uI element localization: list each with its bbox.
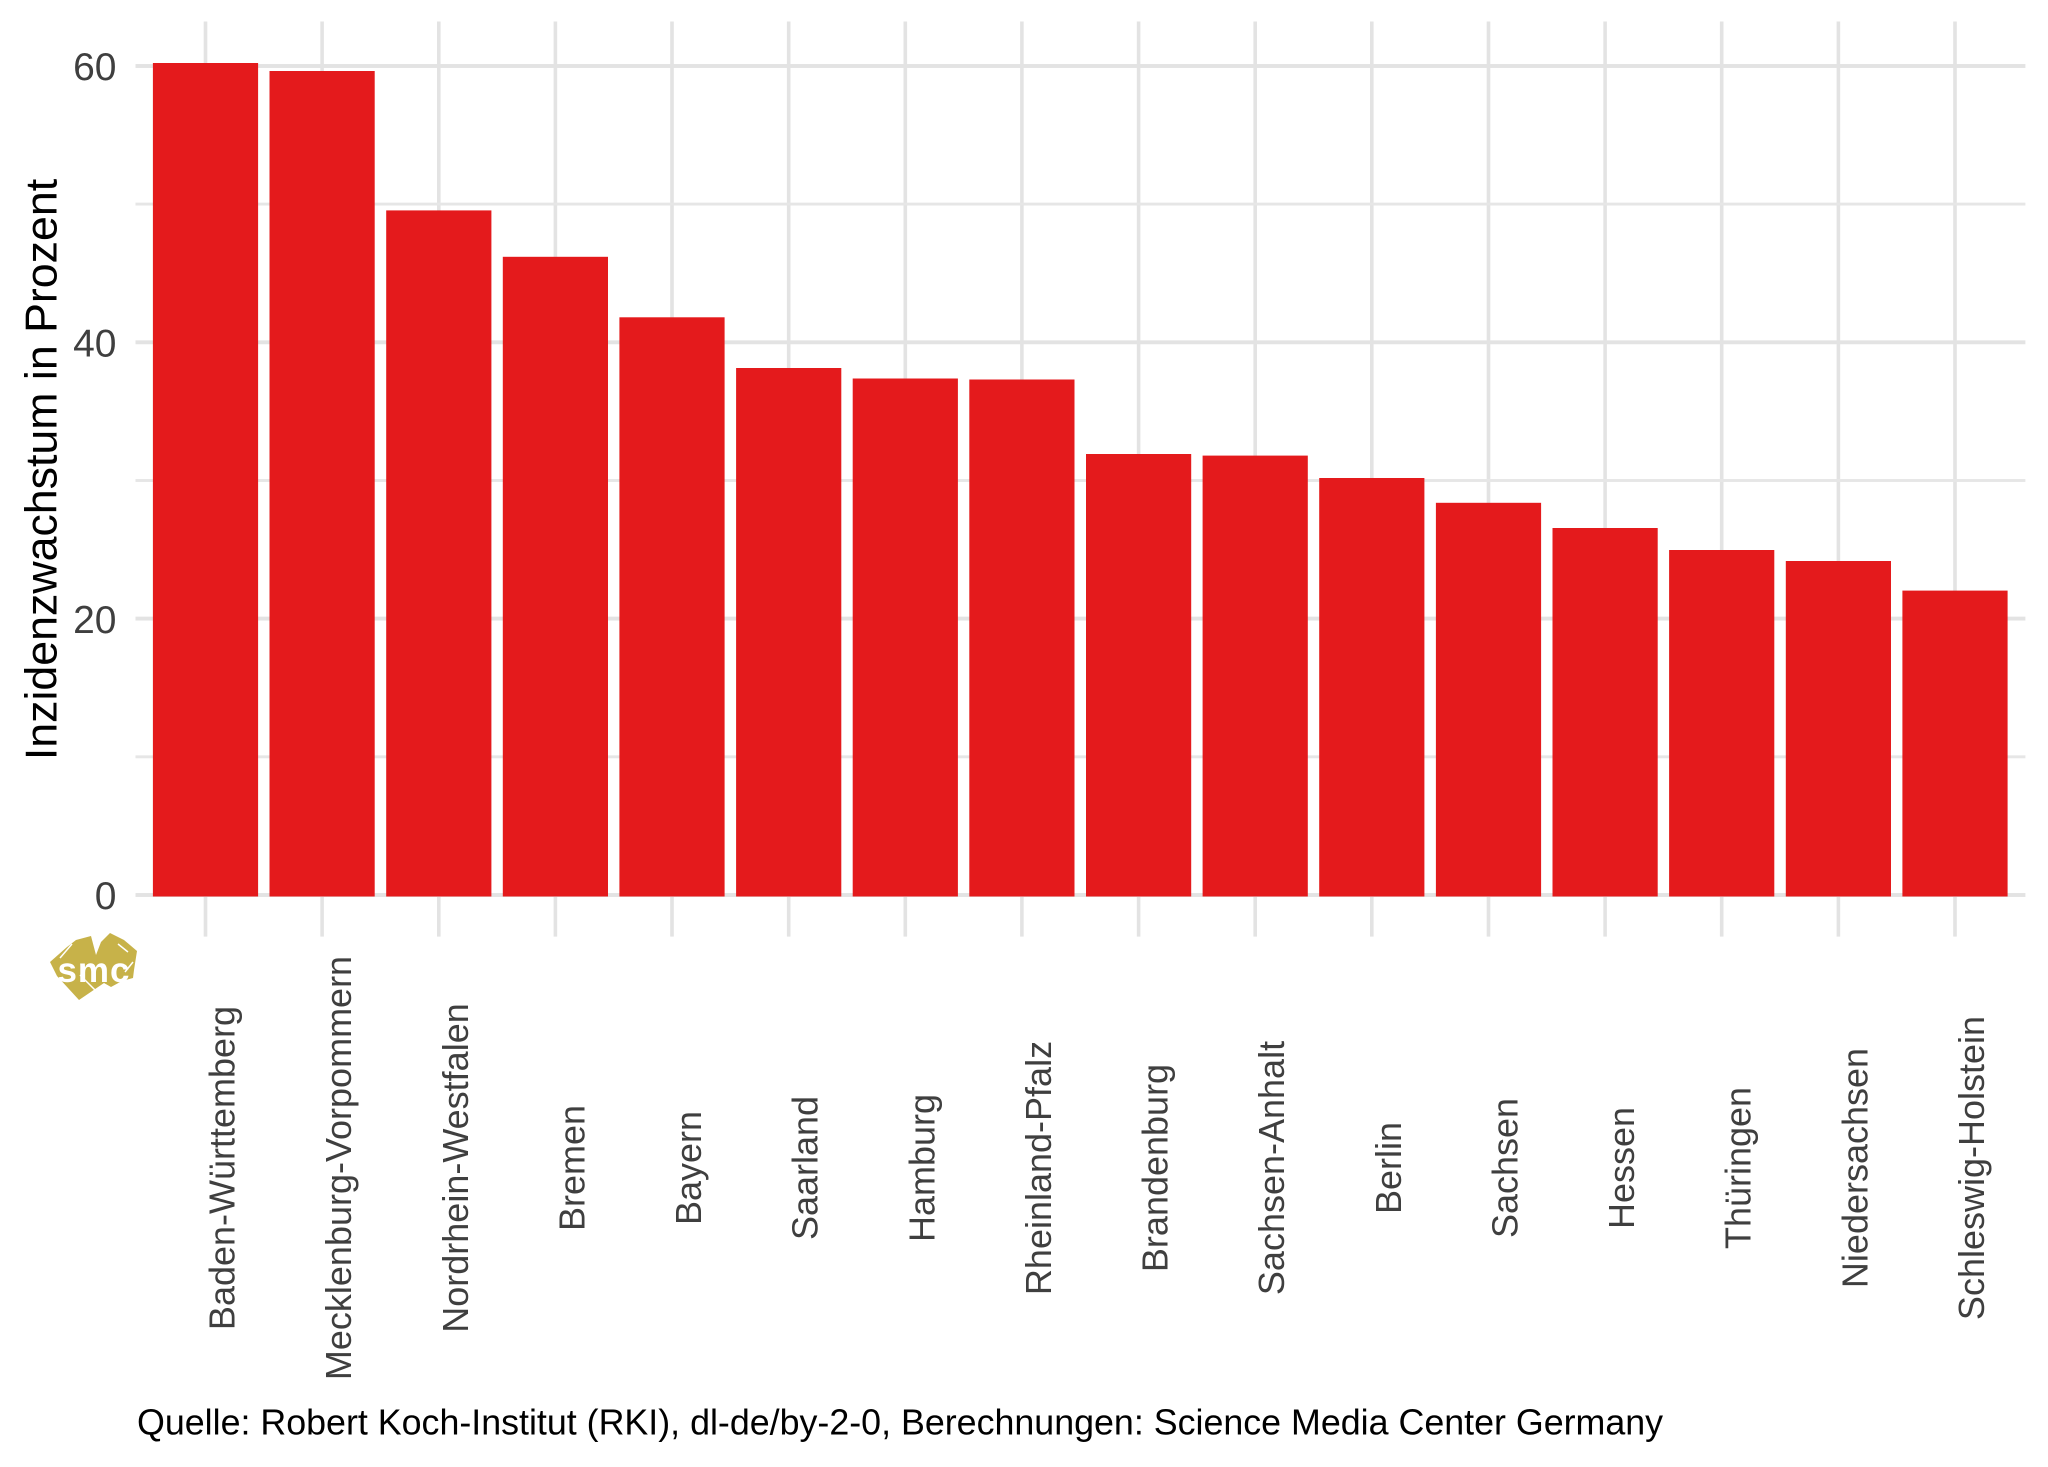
svg-text:Brandenburg: Brandenburg xyxy=(1135,1064,1176,1272)
svg-text:Niedersachsen: Niedersachsen xyxy=(1834,1048,1875,1288)
svg-text:60: 60 xyxy=(73,46,116,89)
svg-text:20: 20 xyxy=(73,599,116,642)
svg-text:Thüringen: Thüringen xyxy=(1718,1087,1759,1249)
svg-text:Hamburg: Hamburg xyxy=(901,1094,942,1242)
svg-text:Bayern: Bayern xyxy=(668,1111,709,1225)
svg-text:Saarland: Saarland xyxy=(785,1096,826,1240)
svg-text:40: 40 xyxy=(73,323,116,366)
svg-text:smc: smc xyxy=(57,951,130,990)
svg-text:Rheinland-Pfalz: Rheinland-Pfalz xyxy=(1018,1041,1059,1295)
svg-text:Berlin: Berlin xyxy=(1368,1122,1409,1214)
svg-text:Quelle: Robert Koch-Institut (: Quelle: Robert Koch-Institut (RKI), dl-d… xyxy=(137,1403,1663,1443)
svg-text:Bremen: Bremen xyxy=(551,1105,592,1231)
svg-text:Baden-Württemberg: Baden-Württemberg xyxy=(202,1006,243,1330)
svg-text:Sachsen: Sachsen xyxy=(1485,1098,1526,1238)
svg-text:Inzidenzwachstum in Prozent: Inzidenzwachstum in Prozent xyxy=(18,178,67,760)
svg-text:0: 0 xyxy=(95,875,117,918)
svg-text:Nordrhein-Westfalen: Nordrhein-Westfalen xyxy=(435,1003,476,1332)
svg-text:Mecklenburg-Vorpommern: Mecklenburg-Vorpommern xyxy=(318,956,359,1380)
svg-text:Hessen: Hessen xyxy=(1601,1107,1642,1229)
svg-text:Sachsen-Anhalt: Sachsen-Anhalt xyxy=(1251,1041,1292,1295)
svg-text:Schleswig-Holstein: Schleswig-Holstein xyxy=(1951,1016,1992,1320)
